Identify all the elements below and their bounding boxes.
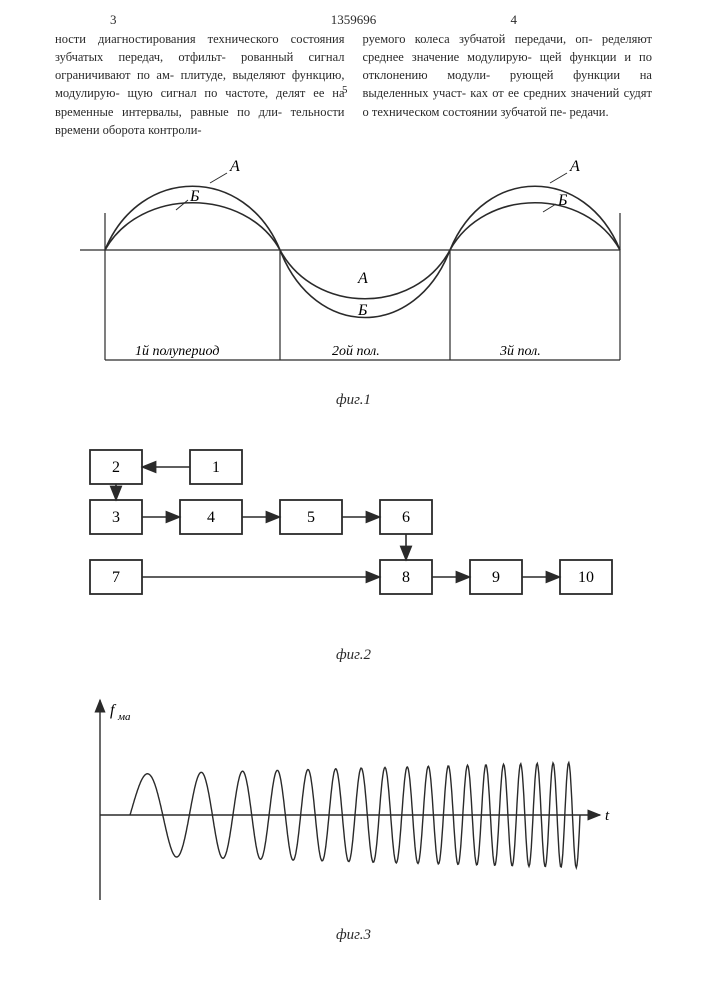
fig2-block-10: 10: [578, 569, 594, 586]
figure-2-caption: фиг.2: [0, 647, 707, 664]
fig1-label-B-left: Б: [189, 188, 200, 205]
fig2-block-9: 9: [492, 569, 500, 586]
fig1-period-3: 3й пол.: [499, 344, 541, 359]
column-left: ности диагностирования технического сост…: [55, 30, 345, 139]
fig3-ylabel: f: [110, 702, 117, 719]
fig3-xlabel: t: [605, 808, 610, 824]
fig1-period-2: 2ой пол.: [332, 344, 380, 359]
figure-2: 2 1 3 4 5 6: [0, 440, 707, 664]
fig1-label-A-left: A: [229, 158, 240, 175]
fig1-label-B-mid: Б: [357, 302, 368, 319]
figure-1: A Б A Б A Б 1й полупериод 2ой пол. 3й по…: [0, 155, 707, 409]
fig1-label-B-right: Б: [557, 192, 568, 209]
document-number: 1359696: [0, 12, 707, 28]
fig2-block-2: 2: [112, 459, 120, 476]
figure-2-svg: 2 1 3 4 5 6: [0, 440, 707, 640]
fig2-block-7: 7: [112, 569, 120, 586]
text-columns: ности диагностирования технического сост…: [55, 30, 652, 139]
fig2-block-6: 6: [402, 509, 410, 526]
fig3-ylabel-sub: ма: [117, 711, 131, 723]
fig2-block-1: 1: [212, 459, 220, 476]
fig2-block-5: 5: [307, 509, 315, 526]
fig1-period-1: 1й полупериод: [135, 344, 219, 359]
figure-3-svg: f ма t: [0, 690, 707, 920]
fig2-block-3: 3: [112, 509, 120, 526]
fig2-block-8: 8: [402, 569, 410, 586]
page: 3 1359696 4 ности диагностирования техни…: [0, 0, 707, 1000]
figure-1-caption: фиг.1: [0, 392, 707, 409]
line-marker-5: 5: [342, 84, 348, 96]
fig1-label-A-mid: A: [357, 270, 368, 287]
fig1-label-A-right: A: [569, 158, 580, 175]
figure-3: f ма t фиг.3: [0, 690, 707, 944]
page-number-right: 4: [511, 12, 518, 28]
column-right: руемого колеса зубчатой передачи, оп- ре…: [363, 30, 653, 139]
figure-1-svg: A Б A Б A Б 1й полупериод 2ой пол. 3й по…: [0, 155, 707, 385]
fig2-block-4: 4: [207, 509, 215, 526]
figure-3-caption: фиг.3: [0, 927, 707, 944]
